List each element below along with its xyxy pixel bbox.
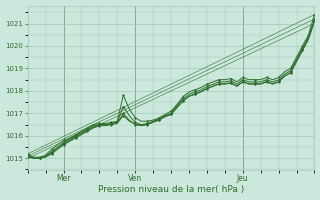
X-axis label: Pression niveau de la mer( hPa ): Pression niveau de la mer( hPa )	[98, 185, 244, 194]
